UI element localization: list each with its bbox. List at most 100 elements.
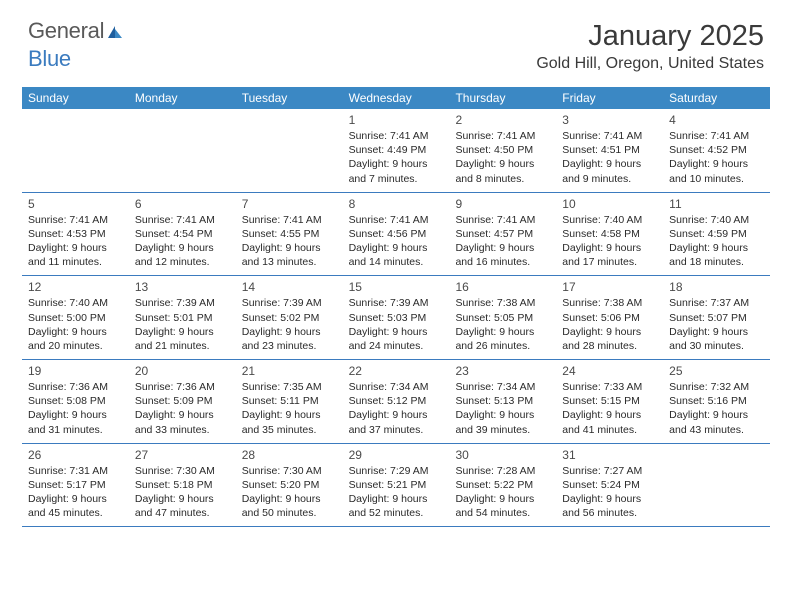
sunset-text: Sunset: 5:18 PM [135,478,230,492]
day-info: Sunrise: 7:27 AMSunset: 5:24 PMDaylight:… [562,464,657,521]
day-cell: 4Sunrise: 7:41 AMSunset: 4:52 PMDaylight… [663,109,770,192]
day-cell: 12Sunrise: 7:40 AMSunset: 5:00 PMDayligh… [22,276,129,359]
sunset-text: Sunset: 4:58 PM [562,227,657,241]
day-number: 17 [562,280,657,294]
sunrise-text: Sunrise: 7:37 AM [669,296,764,310]
day-number: 1 [349,113,444,127]
day-number: 6 [135,197,230,211]
day-number: 11 [669,197,764,211]
sunset-text: Sunset: 5:08 PM [28,394,123,408]
daylight-text: Daylight: 9 hours and 33 minutes. [135,408,230,436]
day-cell: 24Sunrise: 7:33 AMSunset: 5:15 PMDayligh… [556,360,663,443]
week-row: 12Sunrise: 7:40 AMSunset: 5:00 PMDayligh… [22,276,770,360]
day-number: 9 [455,197,550,211]
daylight-text: Daylight: 9 hours and 30 minutes. [669,325,764,353]
day-info: Sunrise: 7:39 AMSunset: 5:02 PMDaylight:… [242,296,337,353]
daylight-text: Daylight: 9 hours and 16 minutes. [455,241,550,269]
day-info: Sunrise: 7:28 AMSunset: 5:22 PMDaylight:… [455,464,550,521]
sunrise-text: Sunrise: 7:36 AM [135,380,230,394]
daylight-text: Daylight: 9 hours and 7 minutes. [349,157,444,185]
sunrise-text: Sunrise: 7:40 AM [669,213,764,227]
day-number: 21 [242,364,337,378]
sunset-text: Sunset: 5:13 PM [455,394,550,408]
sunset-text: Sunset: 5:09 PM [135,394,230,408]
sunset-text: Sunset: 5:00 PM [28,311,123,325]
brand-logo: General Blue [28,18,124,72]
sunset-text: Sunset: 4:49 PM [349,143,444,157]
sunrise-text: Sunrise: 7:31 AM [28,464,123,478]
day-cell: 2Sunrise: 7:41 AMSunset: 4:50 PMDaylight… [449,109,556,192]
sunrise-text: Sunrise: 7:30 AM [242,464,337,478]
day-cell: 16Sunrise: 7:38 AMSunset: 5:05 PMDayligh… [449,276,556,359]
day-number: 7 [242,197,337,211]
location-text: Gold Hill, Oregon, United States [22,55,764,73]
day-number: 20 [135,364,230,378]
brand-text-1: General [28,18,104,43]
daylight-text: Daylight: 9 hours and 18 minutes. [669,241,764,269]
sunrise-text: Sunrise: 7:33 AM [562,380,657,394]
day-cell: 6Sunrise: 7:41 AMSunset: 4:54 PMDaylight… [129,193,236,276]
calendar-grid: Sunday Monday Tuesday Wednesday Thursday… [22,87,770,527]
day-cell: 17 Sunrise: 7:38 AMSunset: 5:06 PMDayligh… [556,276,663,359]
day-info: Sunrise: 7:41 AMSunset: 4:50 PMDaylight:… [455,129,550,186]
day-info: Sunrise: 7:37 AMSunset: 5:07 PMDaylight:… [669,296,764,353]
sunset-text: Sunset: 5:01 PM [135,311,230,325]
sunset-text: Sunset: 4:53 PM [28,227,123,241]
day-number: 27 [135,448,230,462]
sunrise-text: Sunrise: 7:38 AM [455,296,550,310]
dow-friday: Friday [556,87,663,109]
day-number: 10 [562,197,657,211]
sunset-text: Sunset: 5:11 PM [242,394,337,408]
day-number: 4 [669,113,764,127]
day-cell: 14 Sunrise: 7:39 AMSunset: 5:02 PMDayligh… [236,276,343,359]
day-number: 25 [669,364,764,378]
dow-monday: Monday [129,87,236,109]
day-cell: 9 Sunrise: 7:41 AMSunset: 4:57 PMDaylight… [449,193,556,276]
daylight-text: Daylight: 9 hours and 10 minutes. [669,157,764,185]
sunrise-text: Sunrise: 7:38 AM [562,296,657,310]
sunrise-text: Sunrise: 7:29 AM [349,464,444,478]
sunset-text: Sunset: 5:20 PM [242,478,337,492]
daylight-text: Daylight: 9 hours and 45 minutes. [28,492,123,520]
day-info: Sunrise: 7:36 AMSunset: 5:08 PMDaylight:… [28,380,123,437]
week-row: 26Sunrise: 7:31 AMSunset: 5:17 PMDayligh… [22,444,770,528]
brand-text-2: Blue [28,46,71,71]
day-info: Sunrise: 7:40 AMSunset: 5:00 PMDaylight:… [28,296,123,353]
sunset-text: Sunset: 4:55 PM [242,227,337,241]
daylight-text: Daylight: 9 hours and 24 minutes. [349,325,444,353]
sunset-text: Sunset: 5:17 PM [28,478,123,492]
sunrise-text: Sunrise: 7:41 AM [135,213,230,227]
sunrise-text: Sunrise: 7:34 AM [349,380,444,394]
sunrise-text: Sunrise: 7:34 AM [455,380,550,394]
day-cell: 8Sunrise: 7:41 AMSunset: 4:56 PMDaylight… [343,193,450,276]
daylight-text: Daylight: 9 hours and 52 minutes. [349,492,444,520]
day-cell: 23Sunrise: 7:34 AMSunset: 5:13 PMDayligh… [449,360,556,443]
day-cell: 31 Sunrise: 7:27 AMSunset: 5:24 PMDayligh… [556,444,663,527]
daylight-text: Daylight: 9 hours and 28 minutes. [562,325,657,353]
sunset-text: Sunset: 4:57 PM [455,227,550,241]
dow-saturday: Saturday [663,87,770,109]
day-number: 31 [562,448,657,462]
day-number: 28 [242,448,337,462]
daylight-text: Daylight: 9 hours and 37 minutes. [349,408,444,436]
day-cell: 18Sunrise: 7:37 AMSunset: 5:07 PMDayligh… [663,276,770,359]
day-info: Sunrise: 7:29 AMSunset: 5:21 PMDaylight:… [349,464,444,521]
day-number: 16 [455,280,550,294]
sunrise-text: Sunrise: 7:41 AM [349,213,444,227]
sunrise-text: Sunrise: 7:41 AM [242,213,337,227]
day-info: Sunrise: 7:38 AMSunset: 5:06 PMDaylight:… [562,296,657,353]
day-cell [663,444,770,527]
month-title: January 2025 [22,20,764,53]
day-number: 8 [349,197,444,211]
day-number: 14 [242,280,337,294]
sunrise-text: Sunrise: 7:41 AM [455,213,550,227]
sunset-text: Sunset: 5:07 PM [669,311,764,325]
daylight-text: Daylight: 9 hours and 31 minutes. [28,408,123,436]
daylight-text: Daylight: 9 hours and 41 minutes. [562,408,657,436]
daylight-text: Daylight: 9 hours and 56 minutes. [562,492,657,520]
day-info: Sunrise: 7:41 AMSunset: 4:51 PMDaylight:… [562,129,657,186]
sunset-text: Sunset: 4:59 PM [669,227,764,241]
day-info: Sunrise: 7:30 AMSunset: 5:18 PMDaylight:… [135,464,230,521]
sunrise-text: Sunrise: 7:30 AM [135,464,230,478]
dow-tuesday: Tuesday [236,87,343,109]
